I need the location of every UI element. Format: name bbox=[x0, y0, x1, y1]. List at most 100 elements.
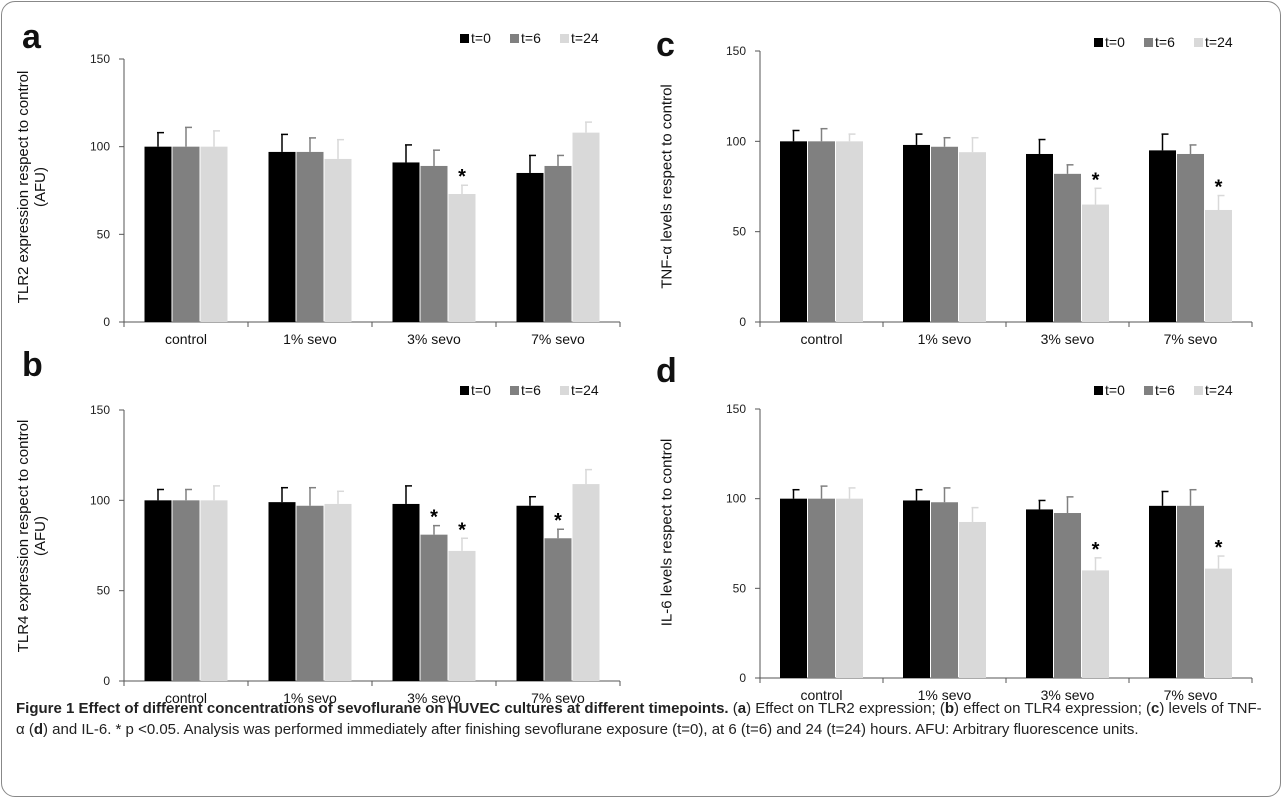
caption-part: ) levels of TNF-α ( bbox=[16, 700, 1262, 738]
bar bbox=[1149, 505, 1176, 678]
legend-swatch bbox=[460, 386, 469, 395]
bar bbox=[172, 146, 200, 322]
caption-part: a bbox=[737, 700, 747, 717]
bar bbox=[516, 172, 544, 322]
significance-asterisk: * bbox=[1215, 537, 1223, 559]
legend-label: t=0 bbox=[471, 30, 491, 46]
caption-part: ) effect on TLR4 expression; ( bbox=[954, 700, 1152, 717]
x-tick-label: 1% sevo bbox=[918, 331, 972, 347]
x-tick-label: 7% sevo bbox=[1164, 331, 1218, 347]
legend-label: t=0 bbox=[1105, 382, 1125, 398]
legend-swatch bbox=[510, 34, 519, 43]
bar-chart-tlr4: 0 50 100 150 control 1% sevo * * 3% sevo * 7% sevo… bbox=[90, 382, 621, 706]
bar bbox=[324, 503, 352, 681]
x-tick-label: 3% sevo bbox=[407, 690, 461, 706]
bar bbox=[572, 484, 600, 681]
y-tick-label: 150 bbox=[90, 52, 110, 66]
legend-swatch bbox=[560, 386, 569, 395]
legend-label: t=0 bbox=[471, 382, 491, 398]
bar bbox=[392, 162, 420, 322]
bar bbox=[808, 141, 835, 322]
x-tick-label: 1% sevo bbox=[283, 331, 337, 347]
bar bbox=[516, 505, 544, 681]
bar bbox=[931, 502, 958, 678]
bar bbox=[903, 144, 930, 322]
y-tick-label: 100 bbox=[90, 140, 110, 154]
significance-asterisk: * bbox=[1092, 539, 1100, 561]
x-tick-label: 1% sevo bbox=[918, 687, 972, 703]
bar bbox=[931, 146, 958, 322]
caption-body: (a) Effect on TLR2 expression; (b) effec… bbox=[16, 700, 1262, 738]
panel-letter: d bbox=[656, 352, 677, 390]
legend-label: t=24 bbox=[1205, 34, 1233, 50]
bar bbox=[144, 500, 172, 681]
bar bbox=[808, 498, 835, 678]
bar bbox=[780, 141, 807, 322]
caption-part: d bbox=[33, 721, 44, 738]
bar-chart-il6: 0 50 100 150 control 1% sevo * 3% sevo * 7% sevo t… bbox=[726, 382, 1253, 703]
significance-asterisk: * bbox=[430, 507, 438, 529]
y-tick-label: 0 bbox=[739, 671, 746, 685]
bar bbox=[836, 498, 863, 678]
bar bbox=[544, 538, 572, 681]
legend-swatch bbox=[1094, 386, 1103, 395]
panel-d: d IL-6 levels respect to control 0 50 100 1… bbox=[642, 344, 1282, 703]
bar bbox=[959, 521, 986, 678]
legend-swatch bbox=[460, 34, 469, 43]
caption-part: b bbox=[944, 700, 954, 717]
panel-letter: a bbox=[22, 18, 41, 56]
legend-swatch bbox=[1144, 38, 1153, 47]
bar bbox=[1177, 153, 1204, 322]
x-tick-label: 3% sevo bbox=[1041, 687, 1095, 703]
y-tick-label: 150 bbox=[726, 402, 746, 416]
bar bbox=[144, 146, 172, 322]
x-tick-label: control bbox=[165, 690, 207, 706]
x-tick-label: 1% sevo bbox=[283, 690, 337, 706]
y-tick-label: 50 bbox=[733, 225, 747, 239]
bar bbox=[392, 503, 420, 681]
bar bbox=[200, 500, 228, 681]
significance-asterisk: * bbox=[1092, 169, 1100, 191]
bar bbox=[200, 146, 228, 322]
bar bbox=[1149, 150, 1176, 322]
bar bbox=[959, 152, 986, 322]
panel-b: b TLR4 expression respect to control (AF… bbox=[2, 344, 642, 706]
legend-swatch bbox=[560, 34, 569, 43]
caption-title: Figure 1 Effect of different concentrati… bbox=[16, 700, 729, 717]
bar bbox=[836, 141, 863, 322]
bar bbox=[420, 534, 448, 681]
bar bbox=[1054, 173, 1081, 322]
legend-label: t=24 bbox=[1205, 382, 1233, 398]
bar bbox=[1082, 570, 1109, 678]
bar bbox=[448, 194, 476, 322]
bar bbox=[324, 158, 352, 322]
figure-caption: Figure 1 Effect of different concentrati… bbox=[16, 698, 1266, 740]
x-tick-label: 7% sevo bbox=[1164, 687, 1218, 703]
y-tick-label: 150 bbox=[726, 44, 746, 58]
bar bbox=[420, 165, 448, 322]
bar bbox=[1026, 509, 1053, 678]
panel-letter: c bbox=[656, 26, 675, 64]
bar bbox=[1054, 513, 1081, 678]
caption-part: ) Effect on TLR2 expression; ( bbox=[746, 700, 945, 717]
bar bbox=[268, 502, 296, 681]
y-tick-label: 0 bbox=[739, 315, 746, 329]
x-tick-label: 7% sevo bbox=[531, 690, 585, 706]
bar bbox=[1205, 568, 1232, 678]
legend-swatch bbox=[1144, 386, 1153, 395]
legend-label: t=6 bbox=[1155, 382, 1175, 398]
significance-asterisk: * bbox=[458, 519, 466, 541]
panel-a: a TLR2 expression respect to control (AF… bbox=[2, 2, 642, 352]
y-tick-label: 100 bbox=[90, 493, 110, 507]
bar bbox=[448, 550, 476, 681]
legend-label: t=6 bbox=[1155, 34, 1175, 50]
legend-label: t=6 bbox=[521, 30, 541, 46]
bar bbox=[172, 500, 200, 681]
bar-chart-tnf-alpha: 0 50 100 150 control 1% sevo * 3% sevo * 7% sevo t… bbox=[726, 34, 1253, 347]
legend-swatch bbox=[1194, 386, 1203, 395]
legend-swatch bbox=[1194, 38, 1203, 47]
bar bbox=[780, 498, 807, 678]
legend-label: t=6 bbox=[521, 382, 541, 398]
panel-c: c TNF-α levels respect to control 0 50 100… bbox=[642, 2, 1282, 352]
